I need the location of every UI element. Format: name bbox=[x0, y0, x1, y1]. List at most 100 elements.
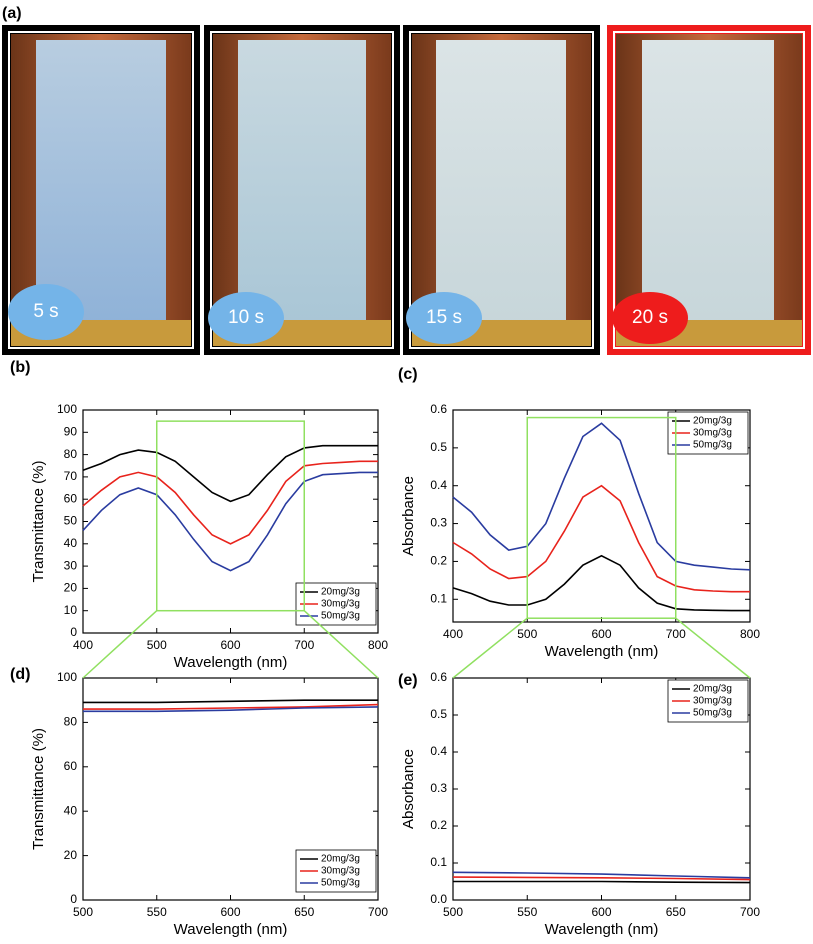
y-tick-label: 20 bbox=[64, 581, 78, 595]
y-tick-label: 50 bbox=[64, 514, 78, 528]
series-line bbox=[83, 706, 379, 713]
y-tick-label: 0.5 bbox=[430, 440, 447, 454]
series-line bbox=[453, 880, 751, 884]
y-tick-label: 40 bbox=[64, 803, 78, 817]
x-tick-label: 600 bbox=[591, 905, 611, 919]
zoom-connector bbox=[675, 617, 751, 679]
x-tick-label: 800 bbox=[368, 638, 388, 652]
legend-label: 20mg/3g bbox=[321, 587, 360, 598]
x-tick-label: 500 bbox=[73, 905, 93, 919]
photo-frame: 20 s bbox=[607, 25, 811, 355]
y-tick-label: 0.4 bbox=[430, 744, 447, 758]
x-tick-label: 400 bbox=[73, 638, 93, 652]
legend-label: 50mg/3g bbox=[693, 708, 732, 719]
x-axis-label: Wavelength (nm) bbox=[174, 921, 288, 938]
photo-caption: 5 s bbox=[33, 301, 58, 322]
y-tick-label: 0.4 bbox=[430, 478, 447, 492]
x-axis-label: Wavelength (nm) bbox=[545, 921, 659, 938]
zoom-connector bbox=[82, 610, 158, 679]
zoom-connector bbox=[303, 610, 379, 679]
x-tick-label: 650 bbox=[666, 905, 686, 919]
y-tick-label: 100 bbox=[57, 670, 77, 684]
x-tick-label: 600 bbox=[591, 627, 611, 641]
zoom-highlight bbox=[526, 416, 677, 619]
panel-label: (a) bbox=[2, 5, 22, 22]
y-tick-label: 0.3 bbox=[430, 516, 447, 530]
y-tick-label: 100 bbox=[57, 402, 77, 416]
photo-frame: 5 s bbox=[2, 25, 200, 355]
legend-box bbox=[667, 679, 749, 723]
y-tick-label: 80 bbox=[64, 715, 78, 729]
photo-caption: 10 s bbox=[228, 307, 264, 328]
y-tick-label: 70 bbox=[64, 469, 78, 483]
y-tick-label: 40 bbox=[64, 536, 78, 550]
x-tick-label: 700 bbox=[666, 627, 686, 641]
zoom-connector bbox=[452, 617, 528, 679]
y-tick-label: 0.6 bbox=[430, 402, 447, 416]
legend-label: 30mg/3g bbox=[693, 428, 732, 439]
y-tick-label: 80 bbox=[64, 447, 78, 461]
series-line bbox=[83, 703, 379, 710]
legend-label: 50mg/3g bbox=[321, 611, 360, 622]
series-line bbox=[82, 471, 378, 572]
y-tick-label: 60 bbox=[64, 759, 78, 773]
legend-label: 20mg/3g bbox=[693, 684, 732, 695]
y-tick-label: 0.2 bbox=[430, 554, 447, 568]
y-tick-label: 90 bbox=[64, 424, 78, 438]
x-axis-label: Wavelength (nm) bbox=[545, 643, 659, 660]
photo-caption: 15 s bbox=[426, 307, 462, 328]
series-line bbox=[82, 444, 378, 503]
y-tick-label: 0 bbox=[70, 625, 77, 639]
legend-label: 20mg/3g bbox=[693, 416, 732, 427]
legend-label: 50mg/3g bbox=[321, 878, 360, 889]
panel-label: (e) bbox=[398, 672, 418, 689]
x-tick-label: 500 bbox=[147, 638, 167, 652]
series-line bbox=[82, 460, 378, 545]
legend-label: 20mg/3g bbox=[321, 854, 360, 865]
x-tick-label: 500 bbox=[443, 905, 463, 919]
y-tick-label: 30 bbox=[64, 558, 78, 572]
y-axis-label: Absorbance bbox=[400, 476, 417, 556]
panel-label: (d) bbox=[10, 666, 30, 683]
y-tick-label: 0 bbox=[70, 892, 77, 906]
photo-caption: 20 s bbox=[632, 307, 668, 328]
series-line bbox=[452, 422, 751, 571]
y-axis-label: Absorbance bbox=[400, 749, 417, 829]
legend-label: 30mg/3g bbox=[321, 866, 360, 877]
photo-frame: 10 s bbox=[204, 25, 400, 355]
panel-label: (b) bbox=[10, 359, 30, 376]
legend-label: 30mg/3g bbox=[693, 696, 732, 707]
series-line bbox=[452, 871, 751, 879]
legend-label: 30mg/3g bbox=[321, 599, 360, 610]
x-tick-label: 700 bbox=[368, 905, 388, 919]
y-tick-label: 0.1 bbox=[430, 591, 447, 605]
x-tick-label: 800 bbox=[740, 627, 760, 641]
series-line bbox=[452, 554, 750, 612]
y-tick-label: 10 bbox=[64, 603, 78, 617]
x-tick-label: 600 bbox=[220, 638, 240, 652]
panel-label: (c) bbox=[398, 366, 418, 383]
x-tick-label: 700 bbox=[740, 905, 760, 919]
x-tick-label: 550 bbox=[517, 905, 537, 919]
legend-label: 50mg/3g bbox=[693, 440, 732, 451]
x-tick-label: 650 bbox=[294, 905, 314, 919]
series-line bbox=[452, 484, 750, 593]
x-tick-label: 600 bbox=[220, 905, 240, 919]
photo-frame: 15 s bbox=[403, 25, 600, 355]
zoom-highlight bbox=[156, 420, 305, 612]
y-tick-label: 0.5 bbox=[430, 707, 447, 721]
x-tick-label: 700 bbox=[294, 638, 314, 652]
x-tick-label: 550 bbox=[147, 905, 167, 919]
y-tick-label: 60 bbox=[64, 491, 78, 505]
y-axis-label: Transmittance (%) bbox=[30, 461, 47, 583]
x-tick-label: 400 bbox=[443, 627, 463, 641]
y-axis-label: Transmittance (%) bbox=[30, 728, 47, 850]
y-tick-label: 0.1 bbox=[430, 855, 447, 869]
y-tick-label: 0.6 bbox=[430, 670, 447, 684]
y-tick-label: 0.3 bbox=[430, 781, 447, 795]
y-tick-label: 20 bbox=[64, 848, 78, 862]
y-tick-label: 0.2 bbox=[430, 818, 447, 832]
x-axis-label: Wavelength (nm) bbox=[174, 654, 288, 671]
x-tick-label: 500 bbox=[517, 627, 537, 641]
